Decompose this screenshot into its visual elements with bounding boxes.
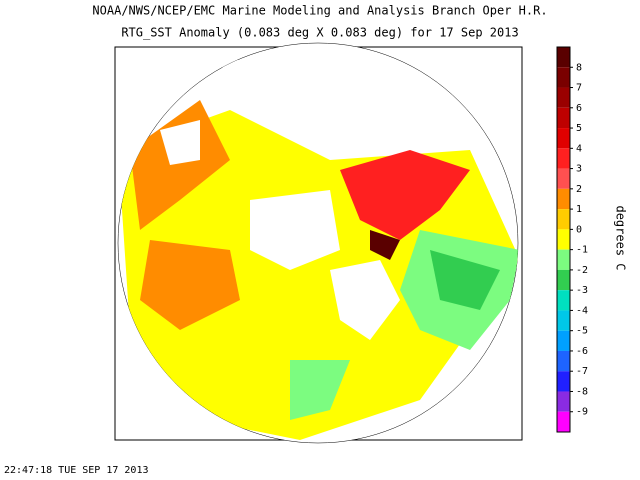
colorbar-box bbox=[557, 350, 570, 372]
colorbar-tick-label: -4 bbox=[576, 305, 588, 316]
colorbar-tick-label: -8 bbox=[576, 386, 588, 397]
colorbar-tick-label: -5 bbox=[576, 326, 588, 337]
colorbar-box bbox=[557, 290, 570, 311]
colorbar-box bbox=[557, 371, 570, 392]
colorbar-tick-label: 8 bbox=[576, 62, 582, 73]
colorbar-tick-label: 1 bbox=[576, 204, 582, 215]
colorbar-tick-label: 3 bbox=[576, 164, 582, 175]
colorbar-box bbox=[557, 67, 570, 88]
colorbar-box bbox=[557, 209, 570, 230]
colorbar-tick-label: 0 bbox=[576, 224, 582, 235]
colorbar-tick-label: -9 bbox=[576, 407, 588, 418]
colorbar-box bbox=[557, 107, 570, 129]
colorbar-label: degrees C bbox=[614, 205, 628, 270]
colorbar-box bbox=[557, 148, 570, 169]
colorbar-box bbox=[557, 310, 570, 331]
colorbar-tick-label: 4 bbox=[576, 143, 582, 154]
colorbar-box bbox=[557, 411, 570, 432]
timestamp: 22:47:18 TUE SEP 17 2013 bbox=[4, 465, 149, 476]
colorbar-box bbox=[557, 47, 570, 68]
colorbar-frame bbox=[556, 46, 571, 433]
colorbar-tick-label: 6 bbox=[576, 103, 582, 114]
polar-map bbox=[117, 42, 519, 444]
subtitle: RTG_SST Anomaly (0.083 deg X 0.083 deg) … bbox=[121, 26, 518, 40]
title: NOAA/NWS/NCEP/EMC Marine Modeling and An… bbox=[92, 4, 547, 18]
colorbar-tick-label: 7 bbox=[576, 83, 582, 94]
colorbar-tick-label: -2 bbox=[576, 265, 588, 276]
colorbar-box bbox=[557, 87, 570, 108]
colorbar-box bbox=[557, 391, 570, 412]
colorbar-box bbox=[557, 188, 570, 210]
colorbar-box bbox=[557, 229, 570, 250]
colorbar-tick-label: -7 bbox=[576, 366, 588, 377]
colorbar-tick-label: 2 bbox=[576, 184, 582, 195]
colorbar-tick-label: -6 bbox=[576, 346, 588, 357]
colorbar-box bbox=[557, 330, 570, 351]
colorbar-box bbox=[557, 168, 570, 189]
colorbar-tick-label: -3 bbox=[576, 285, 588, 296]
colorbar-tick-label: 5 bbox=[576, 123, 582, 134]
colorbar-box bbox=[557, 249, 570, 270]
colorbar-tick-label: -1 bbox=[576, 245, 588, 256]
colorbar-box bbox=[557, 128, 570, 149]
colorbar-box bbox=[557, 269, 570, 291]
